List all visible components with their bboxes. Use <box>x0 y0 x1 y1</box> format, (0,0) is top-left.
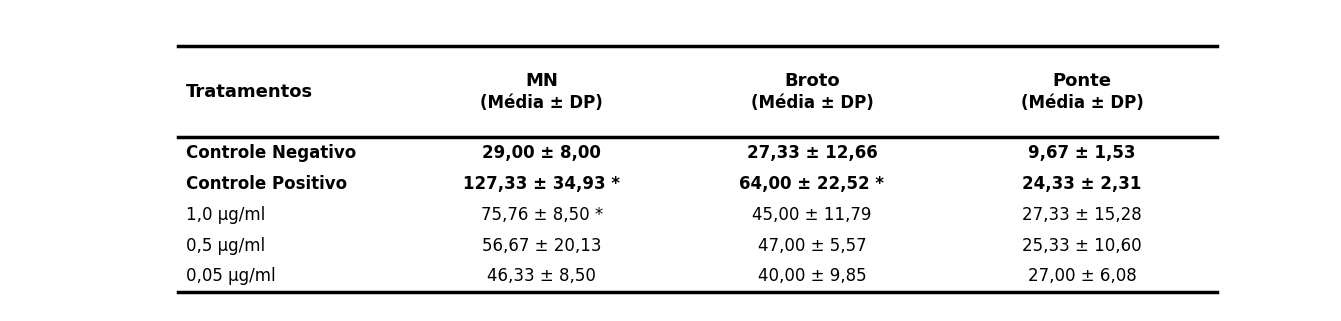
Text: 75,76 ± 8,50 *: 75,76 ± 8,50 * <box>480 206 603 224</box>
Text: 0,05 μg/ml: 0,05 μg/ml <box>186 267 276 285</box>
Text: 56,67 ± 20,13: 56,67 ± 20,13 <box>481 237 602 255</box>
Text: MN: MN <box>526 72 558 90</box>
Text: 46,33 ± 8,50: 46,33 ± 8,50 <box>487 267 597 285</box>
Text: 25,33 ± 10,60: 25,33 ± 10,60 <box>1022 237 1143 255</box>
Text: (Média ± DP): (Média ± DP) <box>1021 94 1144 112</box>
Text: 27,33 ± 12,66: 27,33 ± 12,66 <box>747 144 877 162</box>
Text: 27,00 ± 6,08: 27,00 ± 6,08 <box>1027 267 1137 285</box>
Text: 27,33 ± 15,28: 27,33 ± 15,28 <box>1022 206 1143 224</box>
Text: Controle Positivo: Controle Positivo <box>186 175 347 193</box>
Text: 1,0 μg/ml: 1,0 μg/ml <box>186 206 266 224</box>
Text: 64,00 ± 22,52 *: 64,00 ± 22,52 * <box>739 175 885 193</box>
Text: 45,00 ± 11,79: 45,00 ± 11,79 <box>752 206 872 224</box>
Text: 40,00 ± 9,85: 40,00 ± 9,85 <box>758 267 866 285</box>
Text: Ponte: Ponte <box>1053 72 1112 90</box>
Text: 127,33 ± 34,93 *: 127,33 ± 34,93 * <box>463 175 621 193</box>
Text: 47,00 ± 5,57: 47,00 ± 5,57 <box>758 237 866 255</box>
Text: 29,00 ± 8,00: 29,00 ± 8,00 <box>483 144 601 162</box>
Text: 0,5 μg/ml: 0,5 μg/ml <box>186 237 266 255</box>
Text: Broto: Broto <box>784 72 839 90</box>
Text: (Média ± DP): (Média ± DP) <box>751 94 873 112</box>
Text: 24,33 ± 2,31: 24,33 ± 2,31 <box>1022 175 1143 193</box>
Text: Controle Negativo: Controle Negativo <box>186 144 357 162</box>
Text: Tratamentos: Tratamentos <box>186 83 314 101</box>
Text: 9,67 ± 1,53: 9,67 ± 1,53 <box>1029 144 1136 162</box>
Text: (Média ± DP): (Média ± DP) <box>480 94 603 112</box>
